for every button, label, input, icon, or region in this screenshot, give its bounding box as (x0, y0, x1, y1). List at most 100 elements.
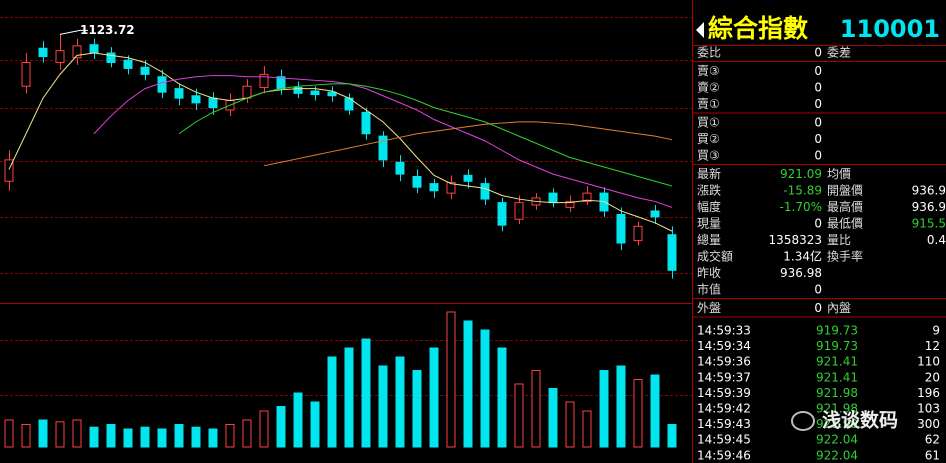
volume-bar (565, 401, 575, 448)
candle-body (514, 202, 524, 220)
row-label: 量比 (827, 233, 851, 247)
volume-bar (531, 370, 541, 448)
trade-price: 921.41 (816, 370, 858, 384)
candle-body (616, 214, 626, 244)
candle-body (38, 47, 48, 58)
volume-bar (276, 406, 286, 448)
candle-body (72, 45, 82, 59)
row-value: 0 (814, 64, 822, 78)
candle-body (21, 62, 31, 87)
volume-bar (582, 410, 592, 448)
candle-body (463, 174, 473, 182)
row-value: 0.4 (927, 233, 946, 247)
trade-time: 14:59:33 (697, 324, 751, 338)
trade-volume: 61 (925, 448, 940, 462)
candle-body (55, 50, 65, 63)
row-value: 915.5 (912, 217, 946, 231)
volume-bar (89, 426, 99, 448)
trade-price: 919.73 (816, 324, 858, 338)
candle-body (633, 225, 643, 242)
volume-bar (514, 383, 524, 448)
volume-bar (616, 365, 626, 448)
volume-bar (650, 374, 660, 448)
volume-bar (599, 370, 609, 448)
row-value: 0 (814, 132, 822, 146)
volume-bar (361, 338, 371, 448)
row-label: 買① (697, 116, 720, 130)
trade-price: 919.73 (816, 339, 858, 353)
candle-body (667, 234, 677, 271)
row-label: 賣③ (697, 63, 720, 78)
trade-volume: 300 (917, 417, 940, 431)
row-value: -15.89 (783, 184, 822, 198)
candle-body (650, 210, 660, 218)
volume-bar (191, 426, 201, 448)
index-name: 綜合指數 (708, 14, 808, 43)
trade-volume: 20 (925, 370, 940, 384)
volume-bar (106, 424, 116, 448)
volume-bar (4, 419, 14, 448)
trade-time: 14:59:37 (697, 370, 751, 384)
volume-bar (123, 428, 133, 448)
candle-body (395, 161, 405, 175)
row-label: 現量 (697, 217, 721, 231)
row-value: 0 (814, 283, 822, 297)
trade-volume: 103 (917, 402, 940, 416)
volume-bar (225, 424, 235, 448)
row-label: 外盤 (697, 301, 721, 315)
row-value: 0 (814, 217, 822, 231)
volume-bar (293, 392, 303, 448)
trade-volume: 9 (932, 324, 940, 338)
volume-bar (259, 410, 269, 448)
row-label: 市值 (697, 282, 721, 297)
volume-bar (446, 311, 456, 448)
volume-bar (429, 347, 439, 448)
candle-body (89, 44, 99, 54)
row-label: 換手率 (827, 249, 863, 264)
candle-body (140, 66, 150, 75)
volume-bar (140, 426, 150, 448)
row-label: 買③ (697, 149, 720, 163)
volume-bar (55, 421, 65, 448)
row-label: 買② (697, 132, 720, 146)
trade-volume: 110 (917, 355, 940, 369)
trade-time: 14:59:39 (697, 386, 751, 400)
back-arrow[interactable] (696, 22, 704, 38)
ma-line (178, 83, 673, 187)
row-label: 漲跌 (697, 183, 721, 198)
volume-bar (72, 419, 82, 448)
row-value: 0 (814, 46, 822, 60)
row-label: 昨收 (697, 266, 721, 280)
candle-body (106, 52, 116, 63)
watermark: 浅谈数码 (791, 409, 898, 432)
volume-bar (395, 356, 405, 448)
row-label: 總量 (697, 232, 721, 247)
candle-body (293, 86, 303, 94)
candle-body (208, 97, 218, 109)
candle-body (429, 183, 439, 192)
high-annotation: 1123.72 (80, 23, 135, 37)
trade-price: 921.41 (816, 355, 858, 369)
trade-price: 921.98 (816, 386, 858, 400)
row-label: 最高價 (827, 199, 863, 214)
row-label: 開盤價 (827, 184, 863, 198)
watermark-icon (791, 411, 815, 431)
candle-body (497, 202, 507, 226)
volume-bar (412, 370, 422, 448)
candle-body (446, 181, 456, 194)
volume-bar (242, 419, 252, 448)
trade-volume: 12 (925, 339, 940, 353)
row-label: 成交額 (697, 249, 733, 264)
row-label: 內盤 (827, 301, 851, 315)
row-value: 1.34亿 (783, 249, 822, 264)
volume-bar (208, 428, 218, 448)
candle-body (259, 73, 269, 88)
row-value: 936.9 (912, 200, 946, 214)
volume-bar (667, 424, 677, 448)
trade-volume: 196 (917, 386, 940, 400)
row-value: 936.9 (912, 184, 946, 198)
row-label: 委差 (827, 46, 851, 60)
trade-price: 921.98 (816, 402, 858, 416)
index-code: 110001 (840, 15, 940, 43)
